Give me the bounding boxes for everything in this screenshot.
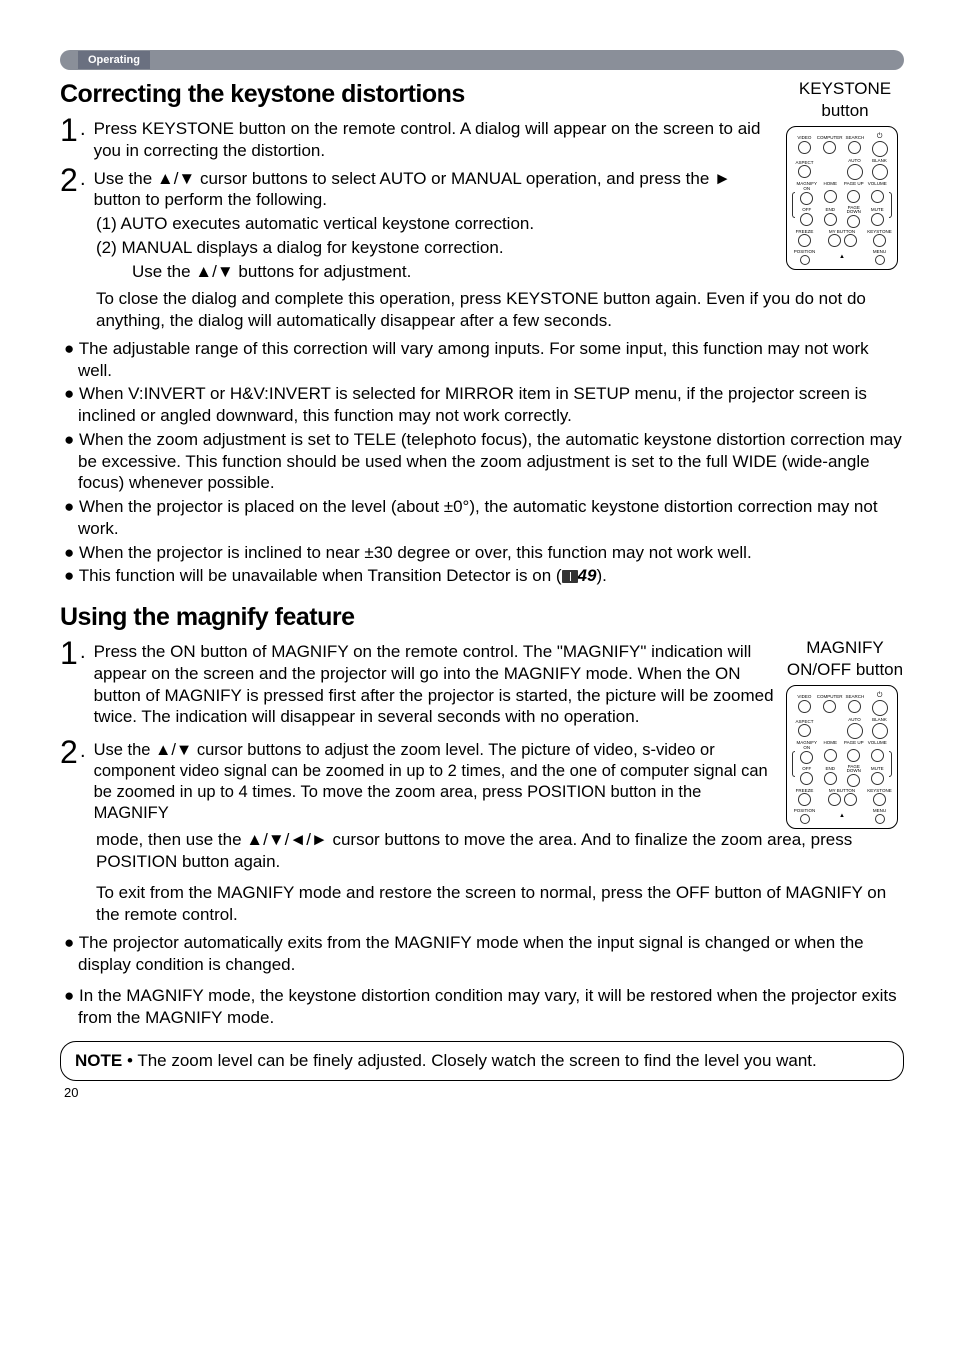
power-icon: ⏻ — [877, 692, 883, 701]
magnify-step-1: 1. Press the ON button of MAGNIFY on the… — [60, 637, 778, 728]
bullet-item: ● In the MAGNIFY mode, the keystone dist… — [64, 985, 904, 1029]
step-1-text: Press KEYSTONE button on the remote cont… — [94, 114, 780, 162]
magnify-exit-para: To exit from the MAGNIFY mode and restor… — [96, 882, 904, 926]
step-number: 2 — [60, 164, 80, 212]
bulleted-notes: ● The adjustable range of this correctio… — [64, 338, 904, 587]
step-2: 2. Use the ▲/▼ cursor buttons to select … — [60, 164, 780, 212]
substep-2b: Use the ▲/▼ buttons for adjustment. — [132, 261, 780, 283]
bullet-item: ● When V:INVERT or H&V:INVERT is selecte… — [64, 383, 904, 427]
close-paragraph: To close the dialog and complete this op… — [96, 288, 904, 332]
remote-illustration: VIDEO COMPUTER SEARCH ⏻ ASPECT AUTO BLAN… — [786, 126, 898, 270]
step-2-text: Use the ▲/▼ cursor buttons to select AUT… — [94, 164, 780, 212]
substep-2a: (2) MANUAL displays a dialog for keyston… — [96, 237, 780, 259]
magnify-step-2b-text: mode, then use the ▲/▼/◄/► cursor button… — [96, 829, 904, 873]
step-number: 1 — [60, 637, 80, 728]
bullet-item: ● When the zoom adjustment is set to TEL… — [64, 429, 904, 494]
magnify-step-2a-text: Use the ▲/▼ cursor buttons to adjust the… — [94, 736, 778, 824]
bullet-item: ● The adjustable range of this correctio… — [64, 338, 904, 382]
page-number: 20 — [64, 1085, 904, 1102]
heading-magnify: Using the magnify feature — [60, 601, 904, 633]
magnify-bullets: ● The projector automatically exits from… — [64, 932, 904, 1029]
section-bar: Operating — [60, 50, 904, 70]
remote-label-keystone: KEYSTONE button — [786, 78, 904, 122]
bullet-item: ● When the projector is inclined to near… — [64, 542, 904, 564]
heading-correcting: Correcting the keystone distortions — [60, 78, 465, 110]
magnify-step-2: 2. Use the ▲/▼ cursor buttons to adjust … — [60, 736, 778, 824]
bullet-item: ● This function will be unavailable when… — [64, 565, 904, 587]
step-1: 1. Press KEYSTONE button on the remote c… — [60, 114, 780, 162]
bullet-item: ● When the projector is placed on the le… — [64, 496, 904, 540]
remote-label-magnify-1: MAGNIFY — [786, 637, 904, 659]
remote-illustration: VIDEO COMPUTER SEARCH ⏻ ASPECT AUTO BLAN… — [786, 685, 898, 829]
remote-label-magnify-2: ON/OFF button — [786, 659, 904, 681]
book-icon — [562, 570, 578, 583]
note-text: • The zoom level can be finely adjusted.… — [122, 1051, 817, 1070]
bullet-item: ● The projector automatically exits from… — [64, 932, 904, 976]
substep-1: (1) AUTO executes automatic vertical key… — [96, 213, 780, 235]
power-icon: ⏻ — [877, 133, 883, 142]
step-number: 2 — [60, 736, 80, 824]
step-number: 1 — [60, 114, 80, 162]
note-box: NOTE • The zoom level can be finely adju… — [60, 1041, 904, 1081]
note-label: NOTE — [75, 1051, 122, 1070]
section-bar-label: Operating — [78, 51, 150, 69]
magnify-step-1-text: Press the ON button of MAGNIFY on the re… — [94, 637, 778, 728]
